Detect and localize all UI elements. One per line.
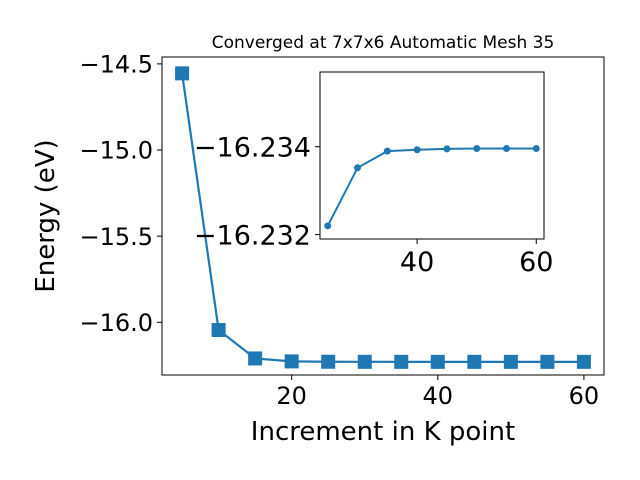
chart-title: Converged at 7x7x6 Automatic Mesh 35 — [212, 33, 555, 53]
inset-data-point — [324, 222, 332, 230]
inset-data-point — [502, 144, 510, 152]
inset-data-point — [532, 144, 540, 152]
main-data-point — [540, 354, 555, 369]
main-x-ticks: 20 40 60 — [276, 375, 599, 410]
main-data-point — [394, 354, 409, 369]
main-y-tick-label: −16.0 — [79, 309, 153, 337]
inset-data-point — [443, 145, 451, 153]
main-y-tick-label: −15.5 — [79, 223, 153, 251]
main-chart: Converged at 7x7x6 Automatic Mesh 35 Inc… — [31, 33, 605, 447]
main-x-tick-label: 40 — [423, 382, 454, 410]
inset-data-point — [473, 144, 481, 152]
inset-x-tick-label: 60 — [519, 247, 553, 278]
main-y-tick-label: −15.0 — [79, 137, 153, 165]
inset-data-point — [354, 164, 362, 172]
inset-series — [324, 144, 540, 230]
main-data-point — [503, 354, 518, 369]
main-y-ticks: −16.0 −15.5 −15.0 −14.5 — [79, 51, 162, 337]
main-data-point — [211, 323, 226, 338]
main-data-point — [284, 354, 299, 369]
main-data-point — [430, 354, 445, 369]
main-data-point — [576, 354, 591, 369]
main-y-tick-label: −14.5 — [79, 51, 153, 79]
main-data-point — [467, 354, 482, 369]
main-data-point — [357, 354, 372, 369]
main-data-point — [248, 351, 263, 366]
main-x-tick-label: 20 — [276, 382, 307, 410]
main-plot-frame — [161, 56, 605, 376]
main-data-point — [175, 66, 190, 81]
inset-data-point — [413, 146, 421, 154]
inset-y-tick-label: −16.234 — [194, 132, 311, 163]
main-series — [175, 66, 591, 369]
inset-y-tick-label: −16.232 — [194, 220, 311, 251]
inset-chart: 40 60 −16.234 −16.232 — [194, 71, 553, 278]
inset-x-tick-label: 40 — [400, 247, 434, 278]
inset-data-point — [383, 147, 391, 155]
y-axis-label: Energy (eV) — [31, 139, 61, 292]
inset-series-line — [326, 147, 537, 227]
inset-x-ticks: 40 60 — [400, 239, 553, 278]
main-x-tick-label: 60 — [569, 382, 600, 410]
inset-plot-frame — [319, 71, 545, 240]
main-data-point — [321, 354, 336, 369]
x-axis-label: Increment in K point — [251, 417, 515, 447]
inset-y-ticks: −16.234 −16.232 — [194, 132, 320, 251]
